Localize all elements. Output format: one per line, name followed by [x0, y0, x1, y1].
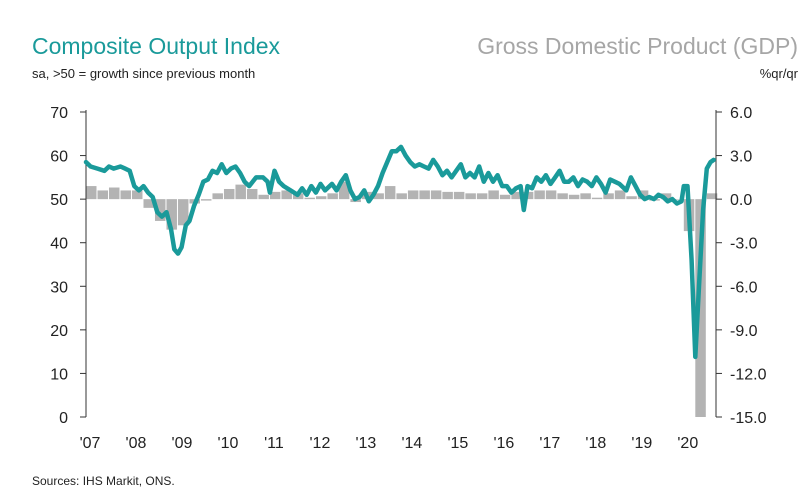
gdp-bar: [396, 193, 407, 200]
right-y-tick-label: -9.0: [730, 323, 758, 340]
gdp-bar: [304, 197, 315, 200]
gdp-bar: [511, 191, 522, 200]
composite-output-index-line: [83, 144, 716, 360]
gdp-bar: [499, 194, 511, 200]
right-y-tick-label: 6.0: [730, 105, 752, 122]
gdp-bar: [453, 191, 465, 200]
gdp-bar: [603, 193, 614, 200]
chart-title-right: Gross Domestic Product (GDP): [477, 33, 798, 59]
gdp-bar: [269, 191, 281, 200]
source-note: Sources: IHS Markit, ONS.: [32, 474, 175, 488]
gdp-bar: [442, 191, 453, 200]
gdp-bar: [338, 181, 350, 200]
gdp-bar: [212, 193, 223, 200]
gdp-bar: [568, 194, 580, 200]
gdp-bar: [557, 193, 568, 200]
right-axis-label: %qr/qr: [759, 66, 798, 81]
gdp-bar: [166, 199, 177, 230]
right-y-tick-label: 3.0: [730, 149, 752, 166]
x-tick-label: '10: [218, 435, 239, 452]
x-tick-label: '16: [493, 435, 514, 452]
x-tick-label: '09: [172, 435, 193, 452]
gdp-bar: [660, 193, 672, 200]
x-tick-label: '14: [401, 435, 422, 452]
left-y-tick-label: 10: [50, 366, 68, 383]
gdp-bars: [86, 181, 718, 417]
right-y-tick-label: -3.0: [730, 236, 758, 253]
left-y-tick-label: 40: [50, 236, 68, 253]
gdp-bar: [223, 188, 235, 200]
x-tick-label: '17: [539, 435, 560, 452]
x-tick-label: '11: [264, 435, 284, 452]
gdp-bar: [545, 190, 557, 200]
gdp-bar: [626, 196, 637, 200]
right-y-tick-label: -6.0: [730, 279, 758, 296]
gdp-bar: [177, 199, 189, 226]
gdp-bar: [373, 193, 384, 200]
left-y-tick-label: 60: [50, 149, 68, 166]
gdp-bar: [120, 190, 131, 200]
gdp-bar: [315, 196, 327, 200]
gdp-bar: [235, 184, 246, 200]
gdp-bar: [143, 199, 154, 208]
left-axis-label: sa, >50 = growth since previous month: [32, 66, 256, 81]
gdp-bar: [131, 190, 143, 200]
x-tick-label: '08: [126, 435, 147, 452]
left-y-tick-label: 0: [59, 410, 68, 427]
x-tick-label: '13: [355, 435, 376, 452]
x-tick-label: '20: [677, 435, 698, 452]
right-y-tick-label: -15.0: [730, 410, 767, 427]
gdp-bar: [695, 199, 706, 417]
x-tick-label: '15: [447, 435, 468, 452]
gdp-bar: [534, 190, 545, 200]
gdp-bar: [86, 186, 97, 200]
gdp-bar: [154, 199, 166, 221]
x-tick-label: '18: [585, 435, 606, 452]
gdp-bar: [488, 190, 499, 200]
gdp-bar: [108, 187, 120, 200]
gdp-bar: [200, 199, 212, 201]
tick-labels: 0 10 20 30 40 50 60 70 -15.0 -12.0 -9.0 -6.0 -3.0 0.0…: [50, 105, 766, 452]
x-tick-label: '19: [631, 435, 652, 452]
left-y-tick-label: 70: [50, 105, 68, 122]
x-tick-label: '12: [309, 435, 330, 452]
x-tick-label: '07: [80, 435, 101, 452]
gdp-bar: [591, 197, 603, 200]
gdp-bar: [430, 190, 442, 200]
gdp-bar: [327, 193, 338, 200]
gdp-bar: [614, 190, 626, 200]
left-y-tick-label: 50: [50, 192, 68, 209]
gdp-bar: [258, 194, 269, 200]
gdp-bar: [580, 193, 591, 200]
gdp-bar: [672, 199, 683, 200]
chart-title-left: Composite Output Index: [32, 33, 281, 59]
gdp-bar: [465, 193, 476, 200]
gdp-bar: [706, 193, 718, 200]
chart-axes: [85, 110, 717, 417]
right-y-tick-label: 0.0: [730, 192, 752, 209]
left-y-tick-label: 20: [50, 323, 68, 340]
gdp-bar: [97, 190, 108, 200]
gdp-bar: [281, 190, 292, 200]
right-y-tick-label: -12.0: [730, 366, 767, 383]
gdp-bar: [419, 190, 430, 200]
gdp-bar: [476, 193, 488, 200]
gdp-bar: [246, 188, 258, 200]
gdp-bar: [407, 190, 419, 200]
gdp-bar: [384, 186, 396, 200]
left-y-tick-label: 30: [50, 279, 68, 296]
